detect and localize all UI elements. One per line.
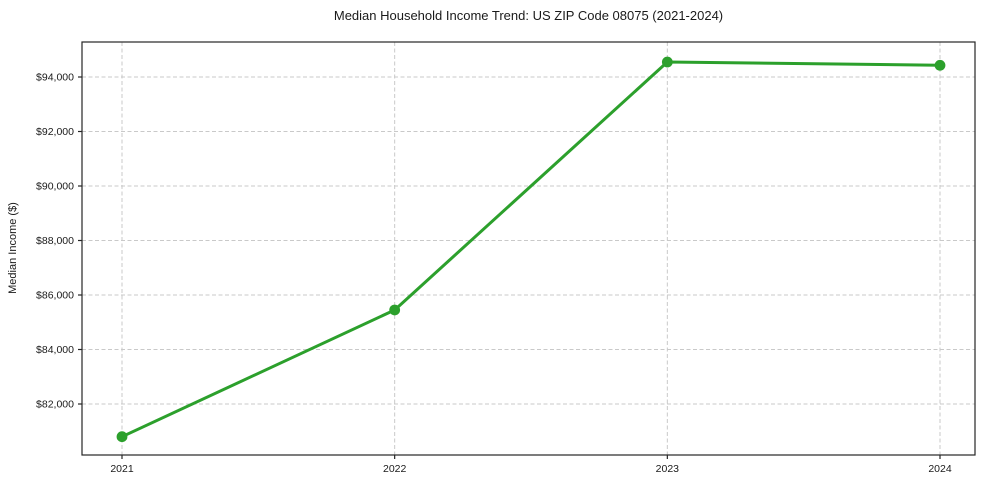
y-tick-label: $90,000 <box>36 181 74 193</box>
plot-border <box>81 41 976 456</box>
x-tick-label: 2023 <box>656 463 680 475</box>
y-tick-label: $88,000 <box>36 235 74 247</box>
x-tick-label: 2022 <box>383 463 407 475</box>
y-tick-label: $82,000 <box>36 399 74 411</box>
x-tick-label: 2024 <box>928 463 952 475</box>
data-point-marker <box>116 431 128 443</box>
trend-line <box>120 60 942 439</box>
data-point-marker <box>661 56 673 68</box>
y-tick-label: $94,000 <box>36 72 74 84</box>
chart-title: Median Household Income Trend: US ZIP Co… <box>333 8 724 23</box>
data-point-marker <box>389 304 401 316</box>
data-point-marker <box>934 59 946 71</box>
y-tick-label: $92,000 <box>36 126 74 138</box>
y-tick-label: $86,000 <box>36 290 74 302</box>
y-tick-label: $84,000 <box>36 344 74 356</box>
x-tick-label: 2021 <box>110 463 134 475</box>
